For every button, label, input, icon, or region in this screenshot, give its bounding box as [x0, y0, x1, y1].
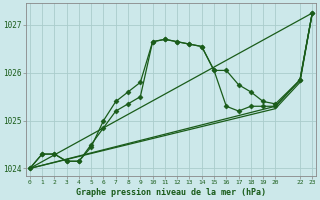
- X-axis label: Graphe pression niveau de la mer (hPa): Graphe pression niveau de la mer (hPa): [76, 188, 266, 197]
